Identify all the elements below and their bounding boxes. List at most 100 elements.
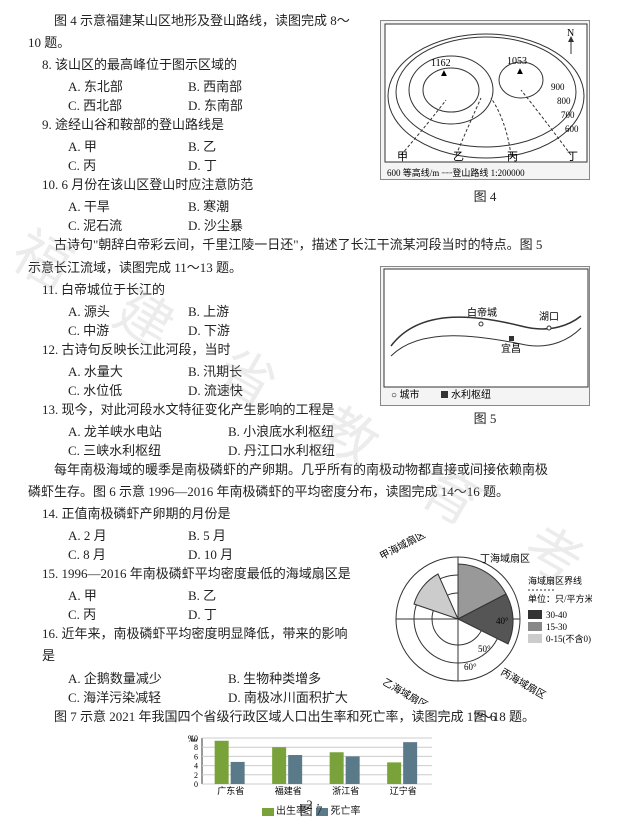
- q16-opts-row2: C. 海洋污染减轻D. 南极冰川面积扩大: [28, 687, 358, 706]
- q13-d: D. 丹江口水利枢纽: [228, 440, 348, 459]
- q9-d: D. 丁: [188, 155, 308, 174]
- q12-stem: 12. 古诗句反映长江此河段，当时: [28, 339, 358, 361]
- svg-text:海域扇区界线: 海域扇区界线: [528, 575, 582, 586]
- q8-c: C. 西北部: [68, 95, 188, 114]
- intro-fig6-b: 磷虾生存。图 6 示意 1996—2016 年南极磷虾的平均密度分布，读图完成 …: [28, 481, 588, 503]
- q12-a: A. 水量大: [68, 361, 188, 380]
- q10-opts-row1: A. 干旱B. 寒潮: [28, 196, 358, 215]
- svg-text:700: 700: [561, 110, 575, 120]
- q15-c: C. 丙: [68, 604, 188, 623]
- svg-text:0: 0: [194, 780, 198, 789]
- q10-b: B. 寒潮: [188, 196, 308, 215]
- q10-stem: 10. 6 月份在该山区登山时应注意防范: [28, 174, 358, 196]
- q9-b: B. 乙: [188, 136, 308, 155]
- svg-text:福建省: 福建省: [275, 785, 302, 796]
- svg-text:0-15(不含0): 0-15(不含0): [546, 633, 591, 644]
- q16-a: A. 企鹅数量减少: [68, 668, 228, 687]
- q14-stem: 14. 正值南极磷虾产卵期的月份是: [28, 503, 358, 525]
- svg-text:800: 800: [557, 96, 571, 106]
- svg-text:○ 城市: ○ 城市: [391, 388, 420, 401]
- q10-c: C. 泥石流: [68, 215, 188, 234]
- q13-a: A. 龙羊峡水电站: [68, 421, 228, 440]
- q8-opts-row1: A. 东北部B. 西南部: [28, 76, 358, 95]
- svg-text:白帝城: 白帝城: [467, 306, 497, 319]
- intro-fig6-a: 每年南极海域的暖季是南极磷虾的产卵期。几乎所有的南极动物都直接或间接依赖南极: [28, 459, 588, 481]
- q8-d: D. 东南部: [188, 95, 308, 114]
- page-number: · 2 ·: [0, 797, 619, 813]
- svg-text:▲: ▲: [515, 66, 525, 77]
- svg-text:甲海域扇区: 甲海域扇区: [378, 534, 428, 563]
- svg-text:15-30: 15-30: [546, 622, 567, 632]
- q14-a: A. 2 月: [68, 525, 188, 544]
- q13-c: C. 三峡水利枢纽: [68, 440, 228, 459]
- q16-opts-row1: A. 企鹅数量减少B. 生物种类增多: [28, 668, 358, 687]
- svg-text:60°: 60°: [464, 662, 477, 672]
- svg-text:8: 8: [194, 743, 198, 752]
- figure-4-caption: 图 4: [380, 186, 590, 205]
- figure-5-caption: 图 5: [380, 408, 590, 427]
- svg-text:900: 900: [551, 82, 565, 92]
- q11-a: A. 源头: [68, 301, 188, 320]
- svg-text:水利枢纽: 水利枢纽: [451, 388, 491, 401]
- q9-opts-row1: A. 甲B. 乙: [28, 136, 358, 155]
- svg-text:‰: ‰: [188, 734, 197, 744]
- q8-opts-row2: C. 西北部D. 东南部: [28, 95, 358, 114]
- svg-text:600 等高线/m ┈┈登山路线 1:200000: 600 等高线/m ┈┈登山路线 1:200000: [387, 167, 525, 178]
- svg-text:丁: 丁: [567, 151, 578, 163]
- q11-stem: 11. 白帝城位于长江的: [28, 279, 358, 301]
- svg-text:600: 600: [565, 124, 579, 134]
- q15-stem: 15. 1996—2016 年南极磷虾平均密度最低的海域扇区是: [28, 563, 358, 585]
- q8-a: A. 东北部: [68, 76, 188, 95]
- q13-b: B. 小浪底水利枢纽: [228, 421, 348, 440]
- svg-text:丙: 丙: [507, 151, 518, 163]
- q12-opts-row1: A. 水量大B. 汛期长: [28, 361, 358, 380]
- q12-b: B. 汛期长: [188, 361, 308, 380]
- q15-a: A. 甲: [68, 585, 188, 604]
- svg-text:4: 4: [194, 762, 198, 771]
- svg-text:▲: ▲: [439, 68, 449, 79]
- svg-text:1053: 1053: [507, 56, 527, 67]
- svg-text:6: 6: [194, 752, 198, 761]
- figure-6-image: 丁海域扇区 甲海域扇区 丙海域扇区 乙海域扇区 40° 50° 60° 海域扇区…: [378, 534, 592, 704]
- q15-d: D. 丁: [188, 604, 308, 623]
- svg-text:丁海域扇区: 丁海域扇区: [480, 552, 530, 565]
- q14-b: B. 5 月: [188, 525, 308, 544]
- q14-opts-row1: A. 2 月B. 5 月: [28, 525, 358, 544]
- svg-text:辽宁省: 辽宁省: [390, 785, 417, 796]
- q14-opts-row2: C. 8 月D. 10 月: [28, 544, 358, 563]
- q9-c: C. 丙: [68, 155, 188, 174]
- svg-text:广东省: 广东省: [217, 785, 244, 796]
- q15-b: B. 乙: [188, 585, 308, 604]
- q8-stem: 8. 该山区的最高峰位于图示区域的: [28, 54, 358, 76]
- q8-b: B. 西南部: [188, 76, 308, 95]
- svg-text:甲: 甲: [397, 151, 408, 163]
- q10-opts-row2: C. 泥石流D. 沙尘暴: [28, 215, 358, 234]
- figure-7-chart: 0246810‰广东省福建省浙江省辽宁省 出生率 死亡率: [176, 734, 446, 800]
- q11-c: C. 中游: [68, 320, 188, 339]
- svg-text:2: 2: [194, 771, 198, 780]
- q12-opts-row2: C. 水位低D. 流速快: [28, 380, 358, 399]
- q13-stem: 13. 现今，对此河段水文特征变化产生影响的工程是: [28, 399, 358, 421]
- svg-text:30-40: 30-40: [546, 610, 567, 620]
- svg-text:40°: 40°: [496, 616, 509, 626]
- svg-text:乙海域扇区: 乙海域扇区: [381, 675, 431, 704]
- q11-b: B. 上游: [188, 301, 308, 320]
- svg-text:宜昌: 宜昌: [501, 342, 521, 355]
- q16-d: D. 南极冰川面积扩大: [228, 687, 348, 706]
- q15-opts-row1: A. 甲B. 乙: [28, 585, 358, 604]
- q16-c: C. 海洋污染减轻: [68, 687, 228, 706]
- svg-text:50°: 50°: [478, 644, 491, 654]
- q13-opts-row2: C. 三峡水利枢纽D. 丹江口水利枢纽: [28, 440, 358, 459]
- figure-4-image: ▲ 1162 ▲ 1053 900 800 700 600 甲 乙 丙 丁 N …: [380, 20, 590, 180]
- q13-opts-row1: A. 龙羊峡水电站B. 小浪底水利枢纽: [28, 421, 358, 440]
- q9-a: A. 甲: [68, 136, 188, 155]
- q11-opts-row2: C. 中游D. 下游: [28, 320, 358, 339]
- q14-d: D. 10 月: [188, 544, 308, 563]
- svg-text:乙: 乙: [453, 150, 464, 163]
- q10-a: A. 干旱: [68, 196, 188, 215]
- q10-d: D. 沙尘暴: [188, 215, 308, 234]
- q9-opts-row2: C. 丙D. 丁: [28, 155, 358, 174]
- svg-text:1162: 1162: [431, 58, 451, 69]
- q12-c: C. 水位低: [68, 380, 188, 399]
- svg-text:丙海域扇区: 丙海域扇区: [499, 665, 549, 701]
